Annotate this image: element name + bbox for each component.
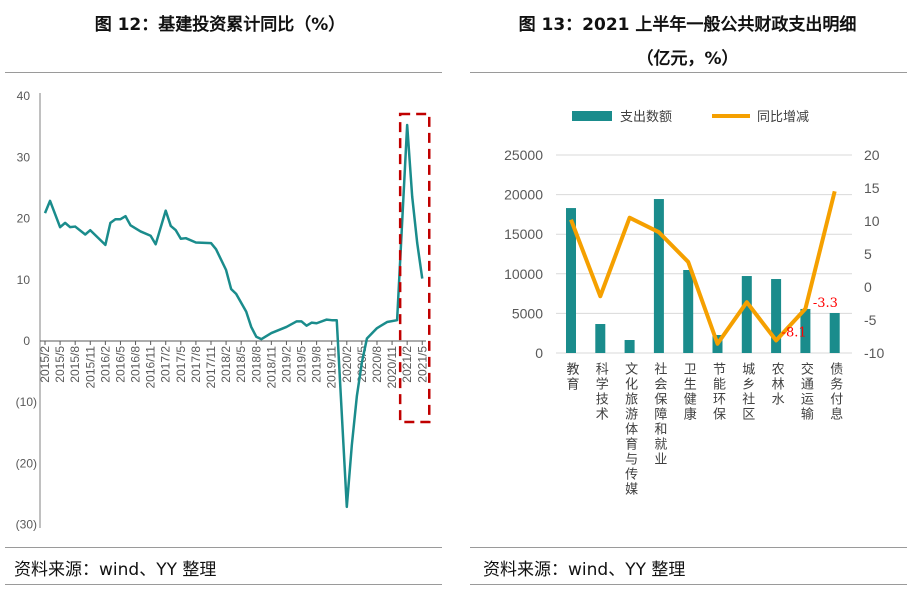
left-x-tick-label: 2017/2 — [159, 346, 173, 383]
bar-卫生健康 — [683, 269, 694, 353]
bar-农林水 — [771, 279, 782, 353]
category-label: 农林水 — [769, 362, 785, 407]
right-left-y-tick-label: 25000 — [504, 147, 543, 163]
left-source: 资料来源：wind、YY 整理 — [14, 560, 217, 580]
data-label: -8.1 — [782, 325, 807, 340]
left-bottom-divider — [5, 584, 442, 585]
category-label: 城乡社区 — [739, 362, 755, 422]
left-y-tick-label: 0 — [23, 334, 30, 348]
right-right-y-tick-label: 15 — [864, 180, 880, 196]
left-x-tick-label: 2018/8 — [249, 346, 263, 383]
left-x-tick-label: 2020/2 — [340, 346, 354, 383]
left-x-tick-label: 2016/5 — [113, 346, 127, 383]
right-right-y-tick-label: -10 — [864, 345, 884, 361]
left-y-tick-label: (20) — [16, 456, 37, 470]
right-chart-title-line2: （亿元，%） — [636, 49, 739, 69]
left-x-tick-label: 2019/8 — [310, 346, 324, 383]
left-x-tick-label: 2015/5 — [53, 346, 67, 383]
left-y-tick-label: 10 — [17, 273, 31, 287]
left-x-tick-label: 2018/11 — [264, 346, 278, 389]
left-series-line — [43, 123, 424, 509]
left-x-tick-label: 2016/2 — [98, 346, 112, 383]
left-x-tick-label: 2016/11 — [144, 346, 158, 389]
category-label: 社会保障和就业 — [651, 361, 667, 467]
left-chart-title: 图 12：基建投资累计同比（%） — [94, 15, 346, 35]
highlight-box — [398, 112, 431, 424]
left-x-tick-label: 2016/8 — [129, 346, 143, 383]
left-x-tick-label: 2017/8 — [189, 346, 203, 383]
bar-文化旅游体育与传媒 — [624, 340, 635, 353]
data-label: -3.3 — [813, 296, 838, 311]
left-x-tick-label: 2021/5 — [415, 346, 429, 383]
left-x-tick-label: 2015/2 — [38, 346, 52, 383]
category-label: 交通运输 — [798, 361, 814, 422]
left-x-tick-label: 2015/11 — [83, 346, 97, 389]
category-label: 节能环保 — [710, 362, 726, 422]
right-right-y-tick-label: 10 — [864, 213, 880, 229]
left-x-tick-label: 2017/5 — [174, 346, 188, 383]
right-title-divider — [470, 72, 907, 73]
right-left-y-tick-label: 5000 — [512, 305, 543, 321]
category-label: 科学技术 — [593, 362, 609, 422]
yoy-line — [569, 190, 837, 346]
left-y-tick-label: 20 — [17, 212, 31, 226]
left-y-tick-label: 30 — [17, 150, 31, 164]
right-left-y-tick-label: 0 — [535, 345, 543, 361]
legend-bar-label: 支出数额 — [620, 110, 672, 125]
left-x-tick-label: 2018/2 — [219, 346, 233, 383]
left-x-tick-label: 2019/11 — [325, 346, 339, 389]
right-source-divider — [470, 547, 907, 548]
bar-城乡社区 — [741, 276, 752, 353]
legend-bar-swatch — [572, 111, 612, 121]
left-x-tick-label: 2017/11 — [204, 346, 218, 389]
left-y-tick-label: 40 — [17, 89, 31, 103]
category-label: 卫生健康 — [681, 362, 697, 422]
bar-交通运输 — [800, 308, 811, 353]
left-source-divider — [5, 547, 442, 548]
left-title-divider — [5, 72, 442, 73]
right-right-y-tick-label: -5 — [864, 312, 877, 328]
right-left-y-tick-label: 10000 — [504, 266, 543, 282]
category-label: 教育 — [564, 361, 580, 392]
left-x-tick-label: 2020/11 — [385, 346, 399, 389]
left-x-tick-label: 2018/5 — [234, 346, 248, 383]
right-chart-title-line1: 图 13：2021 上半年一般公共财政支出明细 — [518, 15, 857, 35]
right-left-y-tick-label: 15000 — [504, 226, 543, 242]
bar-科学技术 — [595, 324, 606, 353]
left-x-tick-label: 2019/2 — [279, 346, 293, 383]
left-x-tick-label: 2021/2 — [400, 346, 414, 383]
left-y-tick-label: (30) — [16, 518, 37, 532]
right-bottom-divider — [470, 584, 907, 585]
left-x-tick-label: 2015/8 — [68, 346, 82, 383]
category-label: 债务付息 — [827, 362, 843, 422]
bar-债务付息 — [829, 313, 840, 353]
right-left-y-tick-label: 20000 — [504, 187, 543, 203]
left-x-tick-label: 2019/5 — [295, 346, 309, 383]
left-y-tick-label: (10) — [16, 395, 37, 409]
right-right-y-tick-label: 20 — [864, 147, 880, 163]
category-label: 文化旅游体育与传媒 — [622, 362, 638, 497]
right-source: 资料来源：wind、YY 整理 — [483, 560, 686, 580]
bar-教育 — [566, 208, 576, 353]
left-x-tick-label: 2020/8 — [370, 346, 384, 383]
right-right-y-tick-label: 5 — [864, 246, 872, 262]
right-right-y-tick-label: 0 — [864, 279, 872, 295]
legend-line-label: 同比增减 — [757, 110, 809, 125]
bar-社会保障和就业 — [653, 199, 664, 353]
